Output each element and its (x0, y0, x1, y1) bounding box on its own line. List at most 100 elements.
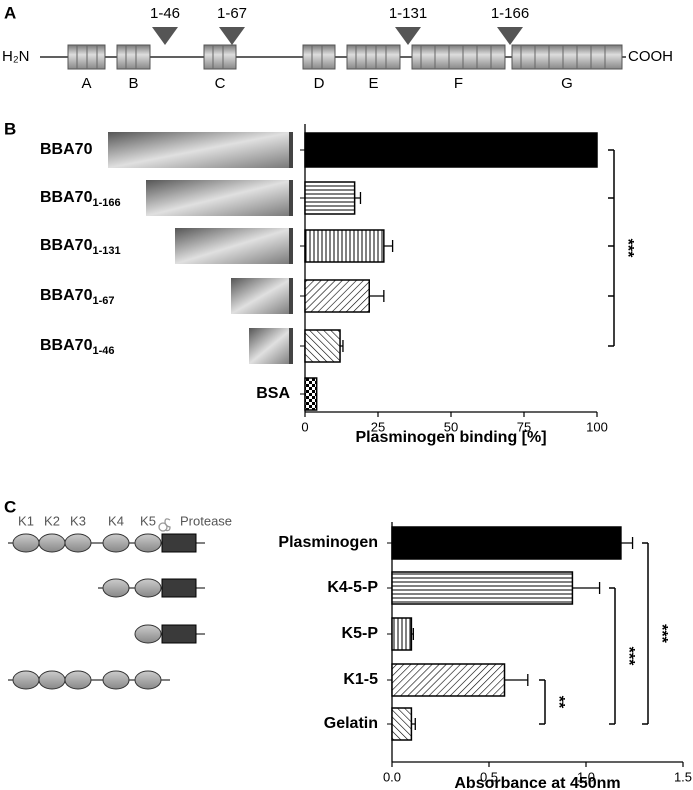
protease-domain (161, 578, 197, 598)
x-tick-label: 0.5 (480, 769, 498, 784)
domain-segment (203, 44, 237, 70)
bar (391, 707, 413, 741)
category-label: Plasminogen (278, 534, 378, 551)
kringle-domain (12, 670, 40, 690)
kringle-domain (38, 670, 66, 690)
significance-bracket (609, 587, 616, 725)
category-subscript: 1-166 (92, 197, 120, 209)
category-name: Gelatin (324, 715, 378, 732)
segment-label: A (81, 75, 91, 92)
category-name: BBA70 (40, 189, 93, 206)
error-bar (383, 240, 394, 252)
kringle-domain (134, 624, 162, 644)
fragment-bar (146, 180, 293, 216)
x-tick-label: 50 (444, 419, 458, 434)
segment-label: C (215, 75, 226, 92)
domain-segment (116, 44, 151, 70)
error-bar (354, 192, 362, 204)
kringle-domain (134, 533, 162, 553)
category-label: BBA701-166 (40, 189, 121, 209)
segment-label: B (128, 75, 138, 92)
truncation-label: 1-131 (389, 5, 427, 22)
protease-domain (161, 624, 197, 644)
panel-label: B (4, 119, 16, 138)
category-name: BBA70 (40, 337, 93, 354)
domain-segment (511, 44, 623, 70)
fragment-end (289, 180, 293, 216)
x-tick-label: 75 (517, 419, 531, 434)
significance-label: *** (619, 239, 636, 258)
significance-bracket (539, 679, 546, 725)
significance-bracket (608, 149, 615, 347)
n-terminus: H₂N (2, 48, 30, 65)
category-name: Plasminogen (278, 534, 378, 551)
kringle-label: K1 (18, 513, 34, 528)
category-label: BBA701-67 (40, 287, 115, 307)
kringle-domain (38, 533, 66, 553)
kringle-label: K3 (70, 513, 86, 528)
fragment-end (289, 278, 293, 314)
category-name: BBA70 (40, 237, 93, 254)
truncation-arrow (219, 27, 245, 45)
fragment-bar (249, 328, 293, 364)
error-bar (620, 537, 634, 549)
category-subscript: 1-67 (92, 295, 114, 307)
x-axis-label: Plasminogen binding [%] (355, 429, 546, 446)
category-name: BBA70 (40, 287, 93, 304)
bar (304, 181, 356, 215)
kringle-domain (102, 670, 130, 690)
protease-domain (161, 533, 197, 553)
kringle-domain (134, 670, 162, 690)
kringle-domain (102, 533, 130, 553)
kringle-domain (102, 578, 130, 598)
kringle-domain (64, 670, 92, 690)
bar (391, 663, 506, 697)
bar (391, 571, 574, 605)
category-label: BBA70 (40, 141, 93, 158)
disulfide-symbol (158, 518, 171, 532)
kringle-domain (134, 578, 162, 598)
kringle-label: K4 (108, 513, 124, 528)
x-tick-label: 1.5 (674, 769, 692, 784)
x-axis-label: Absorbance at 450nm (454, 775, 620, 790)
x-tick-label: 25 (371, 419, 385, 434)
protease-label: Protease (180, 513, 232, 528)
kringle-domain (12, 533, 40, 553)
bar (391, 617, 413, 651)
category-subscript: 1-46 (92, 345, 114, 357)
category-name: K5-P (342, 625, 379, 642)
truncation-arrow (152, 27, 178, 45)
bar (304, 132, 598, 168)
category-label: Gelatin (324, 715, 378, 732)
category-subscript: 1-131 (92, 245, 120, 257)
fragment-bar (175, 228, 293, 264)
error-bar (411, 628, 414, 640)
bar (391, 526, 622, 560)
x-tick-label: 100 (586, 419, 608, 434)
truncation-arrow (395, 27, 421, 45)
truncation-arrow (497, 27, 523, 45)
truncation-label: 1-166 (491, 5, 529, 22)
panel-label: C (4, 497, 16, 516)
category-label: BBA701-131 (40, 237, 121, 257)
domain-segment (302, 44, 336, 70)
error-bar (411, 718, 416, 730)
truncation-label: 1-46 (150, 5, 180, 22)
category-label: BSA (256, 385, 290, 402)
c-terminus: COOH (628, 48, 673, 65)
bar (304, 377, 318, 411)
kringle-domain (64, 533, 92, 553)
significance-label: *** (653, 624, 670, 643)
x-tick-label: 0 (301, 419, 308, 434)
kringle-label: K5 (140, 513, 156, 528)
domain-segment (346, 44, 401, 70)
category-label: K4-5-P (327, 579, 378, 596)
error-bar (572, 582, 601, 594)
fragment-bar (231, 278, 293, 314)
truncation-label: 1-67 (217, 5, 247, 22)
segment-label: G (561, 75, 573, 92)
kringle-label: K2 (44, 513, 60, 528)
significance-label: *** (620, 647, 637, 666)
x-tick-label: 0.0 (383, 769, 401, 784)
